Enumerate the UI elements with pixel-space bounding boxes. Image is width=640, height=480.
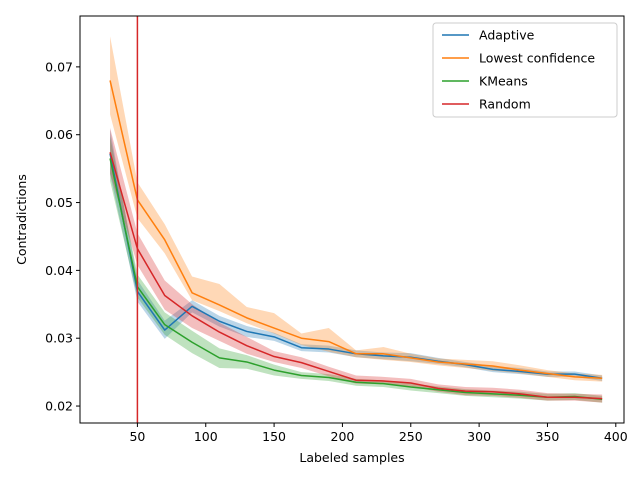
x-axis-ticks: 50 100 150 200 250 300 350 400 — [129, 423, 628, 444]
confidence-bands — [110, 36, 603, 403]
y-tick-label: 0.04 — [45, 263, 73, 278]
series-line-lowest-confidence — [109, 80, 603, 379]
series-line-kmeans — [109, 158, 603, 401]
legend-label-random: Random — [479, 97, 531, 112]
x-tick-label: 150 — [262, 429, 286, 444]
plot-frame — [79, 15, 625, 424]
y-tick-label: 0.06 — [45, 127, 73, 142]
series-lines — [109, 80, 603, 401]
y-tick-label: 0.02 — [45, 399, 73, 414]
x-axis-label: Labeled samples — [299, 450, 404, 465]
x-tick-label: 250 — [399, 429, 423, 444]
legend: Adaptive Lowest confidence KMeans Random — [432, 22, 618, 118]
band-random — [110, 127, 603, 403]
y-tick-label: 0.05 — [45, 195, 73, 210]
legend-box — [432, 22, 618, 118]
y-tick-label: 0.03 — [45, 331, 73, 346]
x-tick-label: 50 — [129, 429, 145, 444]
legend-label-kmeans: KMeans — [479, 74, 528, 89]
y-axis-label: Contradictions — [14, 174, 29, 265]
x-tick-label: 200 — [331, 429, 355, 444]
legend-label-lowest-confidence: Lowest confidence — [479, 51, 595, 66]
series-line-random — [109, 152, 603, 400]
x-tick-label: 350 — [536, 429, 560, 444]
y-tick-label: 0.07 — [45, 59, 73, 74]
x-tick-label: 100 — [194, 429, 218, 444]
x-tick-label: 400 — [604, 429, 628, 444]
x-tick-label: 300 — [467, 429, 491, 444]
legend-label-adaptive: Adaptive — [479, 28, 535, 43]
y-axis-ticks: 0.02 0.03 0.04 0.05 0.06 0.07 — [45, 59, 80, 414]
